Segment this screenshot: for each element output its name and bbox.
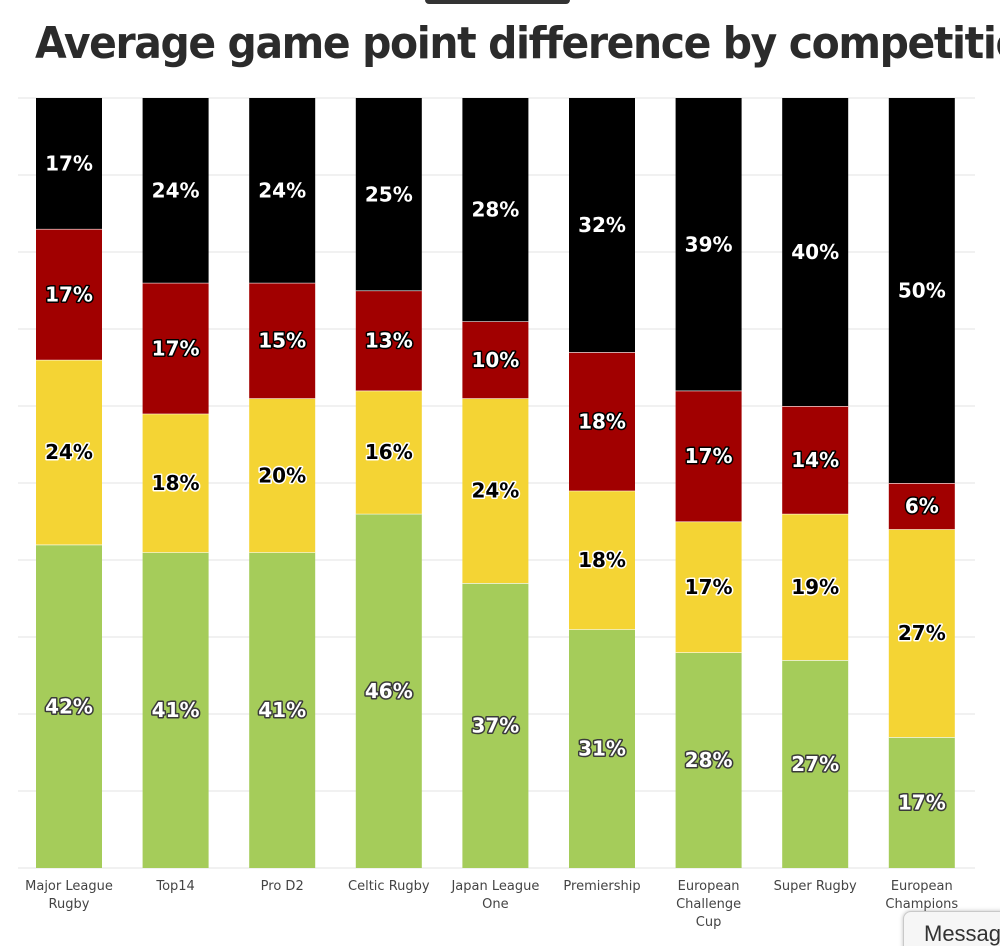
data-label-yellow: 17%	[685, 575, 733, 599]
x-tick-label: Super Rugby	[774, 879, 857, 894]
data-label-green: 41%	[152, 698, 200, 722]
x-tick-label: One	[482, 897, 508, 912]
data-label-yellow: 18%	[152, 471, 200, 495]
bar-segment-yellow	[569, 490, 635, 630]
data-label-black: 25%	[365, 182, 413, 206]
bar-segment-red	[462, 321, 529, 399]
data-label-red: 17%	[152, 336, 200, 360]
bar-segment-black	[249, 98, 316, 283]
data-label-green: 37%	[471, 714, 519, 738]
data-label-red: 6%	[905, 494, 939, 518]
bar-segment-green	[142, 552, 209, 868]
bar-segment-yellow	[355, 390, 422, 514]
x-tick-label: Pro D2	[261, 879, 304, 894]
bar-segment-red	[569, 352, 635, 491]
bar-segment-yellow	[142, 413, 209, 553]
bar-segment-black	[569, 98, 635, 353]
window-tab-handle	[425, 0, 570, 4]
data-label-green: 27%	[791, 752, 839, 776]
bar-segment-red	[142, 282, 209, 414]
data-label-yellow: 24%	[45, 440, 93, 464]
data-label-red: 15%	[258, 329, 306, 353]
data-label-red: 17%	[45, 282, 93, 306]
x-tick-label: Challenge	[676, 897, 741, 912]
data-label-green: 28%	[685, 748, 733, 772]
data-label-yellow: 20%	[258, 463, 306, 487]
bar-segment-green	[462, 583, 529, 868]
bar-segment-black	[142, 98, 209, 283]
bar-segment-red	[36, 228, 102, 360]
bar-segment-black	[36, 98, 102, 229]
bar-segment-black	[355, 98, 422, 291]
data-label-yellow: 16%	[365, 440, 413, 464]
bar-segment-red	[782, 406, 849, 514]
data-label-black: 24%	[258, 178, 306, 202]
x-tick-label: European	[678, 879, 740, 894]
messages-button[interactable]: Messages	[903, 911, 1000, 946]
data-label-black: 50%	[898, 279, 946, 303]
data-label-black: 32%	[578, 213, 626, 237]
x-tick-label: Champions	[885, 897, 958, 912]
bar-segment-yellow	[782, 513, 849, 661]
data-label-green: 31%	[578, 737, 626, 761]
bar-segment-black	[888, 98, 955, 483]
bar-segment-green	[249, 552, 316, 868]
data-label-red: 17%	[685, 444, 733, 468]
bar-segment-black	[462, 98, 529, 322]
data-label-yellow: 24%	[471, 479, 519, 503]
data-label-yellow: 18%	[578, 548, 626, 572]
data-label-red: 10%	[471, 348, 519, 372]
data-label-black: 17%	[45, 151, 93, 175]
bar-segment-yellow	[462, 398, 529, 584]
data-label-black: 24%	[152, 178, 200, 202]
x-tick-label: Top14	[155, 879, 194, 894]
data-label-black: 39%	[685, 232, 733, 256]
bar-segment-red	[355, 290, 422, 391]
bar-segment-green	[888, 737, 955, 868]
x-tick-label: Rugby	[49, 897, 90, 912]
bar-segment-yellow	[675, 521, 742, 653]
data-label-red: 14%	[791, 448, 839, 472]
bar-segment-red	[249, 282, 316, 399]
data-label-red: 13%	[365, 329, 413, 353]
bar-segment-red	[888, 483, 955, 530]
bar-segment-yellow	[888, 529, 955, 738]
bar-segment-green	[355, 513, 422, 868]
bar-segment-yellow	[249, 398, 316, 553]
data-label-black: 40%	[791, 240, 839, 264]
bar-segment-yellow	[36, 359, 102, 545]
data-label-green: 41%	[258, 698, 306, 722]
data-label-green: 42%	[45, 694, 93, 718]
bar-segment-black	[782, 98, 849, 406]
x-tick-label: Japan League	[450, 879, 539, 894]
bar-segment-black	[675, 98, 742, 391]
bar-segment-green	[782, 660, 849, 868]
x-tick-label: European	[891, 879, 953, 894]
bar-segment-green	[675, 652, 742, 868]
x-tick-label: Premiership	[563, 879, 640, 894]
data-label-green: 17%	[898, 791, 946, 815]
data-label-red: 18%	[578, 409, 626, 433]
bar-segment-green	[569, 629, 635, 868]
x-tick-label: Cup	[696, 915, 722, 930]
data-label-yellow: 19%	[791, 575, 839, 599]
data-label-black: 28%	[471, 198, 519, 222]
data-label-yellow: 27%	[898, 621, 946, 645]
x-tick-label: Major League	[25, 879, 113, 894]
data-label-green: 46%	[365, 679, 413, 703]
bar-segment-green	[36, 544, 102, 868]
x-tick-label: Celtic Rugby	[348, 879, 430, 894]
chart-title: Average game point difference by competi…	[35, 18, 1000, 69]
bar-segment-red	[675, 390, 742, 522]
